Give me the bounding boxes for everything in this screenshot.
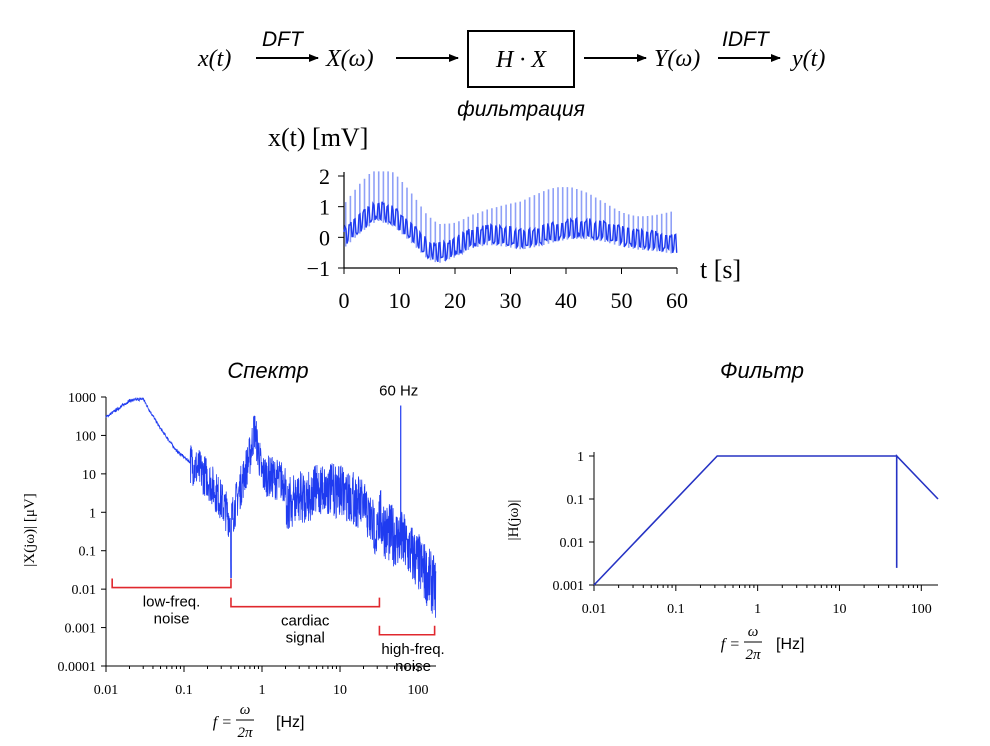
signal-x-tick-label: 40 xyxy=(555,288,577,313)
spectrum-plot-area: 0.0001 0.001 0.01 0.1 1 10 100 1000 0.01 0.1 1 10 10… xyxy=(58,383,445,698)
spectrum-annotation-line1: high-freq. xyxy=(381,641,444,658)
filter-y-tick-label: 0.1 xyxy=(567,493,585,508)
spectrum-60hz-label: 60 Hz xyxy=(379,383,418,400)
spectrum-x-tick-label: 0.1 xyxy=(175,683,193,698)
spectrum-annotation-line1: low-freq. xyxy=(143,594,201,611)
idft-label: IDFT xyxy=(722,28,771,51)
pipeline-spectrum-out: Y(ω) xyxy=(654,46,700,72)
filter-xlabel-num: ω xyxy=(748,624,759,640)
spectrum-bracket xyxy=(230,597,381,608)
signal-x-tick-label: 50 xyxy=(611,288,633,313)
pipeline-spectrum-in: X(ω) xyxy=(325,46,374,72)
spectrum-y-tick-label: 0.1 xyxy=(79,545,97,560)
spectrum-y-tick-label: 0.01 xyxy=(72,583,97,598)
spectrum-annotation-line2: noise xyxy=(154,611,190,628)
spectrum-annotation-line1: cardiac xyxy=(281,613,330,630)
signal-x-tick-label: 30 xyxy=(500,288,522,313)
spectrum-y-tick-label: 1000 xyxy=(68,391,96,406)
signal-title: x(t) [mV] xyxy=(268,123,368,152)
signal-x-tick-label: 0 xyxy=(339,288,350,313)
signal-chart: x(t) [mV] t [s] 0 10 20 30 40 50 60 −1 0 1 2 xyxy=(268,123,741,313)
filter-box-label: H · X xyxy=(495,47,547,73)
filter-chart: Фильтр |H(jω)| f = ω 2π [Hz] 0.0010.010.… xyxy=(506,358,939,663)
spectrum-ylabel: |X(jω)| [μV] xyxy=(22,493,38,566)
filter-response-curve xyxy=(593,454,939,586)
signal-x-tick-label: 10 xyxy=(389,288,411,313)
spectrum-annotation-line2: noise xyxy=(395,658,431,675)
spectrum-x-tick-label: 10 xyxy=(333,683,347,698)
filter-xlabel-unit: [Hz] xyxy=(776,636,804,653)
signal-trace xyxy=(343,201,678,263)
filter-title: Фильтр xyxy=(720,358,804,383)
spectrum-xlabel: f = ω 2π [Hz] xyxy=(213,702,305,741)
spectrum-y-tick-label: 1 xyxy=(89,506,96,521)
filter-plot-area: 0.001 0.01 0.1 1 0.01 0.1 1 10 100 xyxy=(553,450,939,617)
signal-x-tick-label: 20 xyxy=(444,288,466,313)
filter-x-tick-label: 100 xyxy=(911,602,932,617)
signal-y-tick-label: 0 xyxy=(319,225,330,250)
dft-label: DFT xyxy=(262,28,305,51)
spectrum-y-tick-label: 0.0001 xyxy=(58,660,97,675)
spectrum-title: Спектр xyxy=(227,358,308,383)
pipeline-output: y(t) xyxy=(790,46,825,72)
spectrum-y-tick-label: 10 xyxy=(82,468,96,483)
filter-xlabel: f = ω 2π [Hz] xyxy=(721,624,805,663)
filter-ylabel: |H(jω)| xyxy=(506,500,522,541)
spectrum-y-tick-label: 0.001 xyxy=(65,622,97,637)
filter-caption: фильтрация xyxy=(457,98,585,121)
filter-y-tick-label: 0.01 xyxy=(560,536,585,551)
filter-xlabel-f: f = xyxy=(721,636,740,653)
signal-x-tick-label: 60 xyxy=(666,288,688,313)
filter-x-tick-label: 10 xyxy=(832,602,846,617)
filter-y-tick-label: 0.001 xyxy=(553,579,585,594)
spectrum-bracket xyxy=(378,625,436,636)
filter-xlabel-den: 2π xyxy=(745,647,761,663)
spectrum-y-tick-label: 100 xyxy=(75,429,96,444)
spectrum-xlabel-unit: [Hz] xyxy=(276,714,304,731)
signal-beat-spikes xyxy=(344,171,672,263)
spectrum-xlabel-f: f = xyxy=(213,714,232,731)
spectrum-xlabel-num: ω xyxy=(240,702,251,718)
pipeline-input: x(t) xyxy=(197,46,231,72)
spectrum-x-tick-label: 1 xyxy=(259,683,266,698)
signal-xlabel: t [s] xyxy=(700,255,741,284)
filter-x-tick-label: 0.1 xyxy=(667,602,685,617)
signal-y-tick-label: 2 xyxy=(319,164,330,189)
filter-box xyxy=(467,30,575,88)
filter-y-tick-label: 1 xyxy=(577,450,584,465)
signal-plot-area: 0 10 20 30 40 50 60 −1 0 1 2 xyxy=(307,164,688,313)
spectrum-annotation-line2: signal xyxy=(286,630,325,647)
pipeline-diagram: x(t) DFT X(ω) H · X фильтрация Y(ω) IDFT… xyxy=(197,28,825,121)
signal-y-tick-label: −1 xyxy=(307,256,330,281)
spectrum-bracket xyxy=(111,578,232,589)
filter-x-tick-label: 0.01 xyxy=(582,602,607,617)
spectrum-chart: Спектр |X(jω)| [μV] f = ω 2π [Hz] 0.0001… xyxy=(22,358,445,741)
spectrum-x-tick-label: 100 xyxy=(408,683,429,698)
spectrum-xlabel-den: 2π xyxy=(237,725,253,741)
signal-y-tick-label: 1 xyxy=(319,195,330,220)
spectrum-curve xyxy=(105,396,437,618)
spectrum-x-tick-label: 0.01 xyxy=(94,683,119,698)
filter-x-tick-label: 1 xyxy=(754,602,761,617)
